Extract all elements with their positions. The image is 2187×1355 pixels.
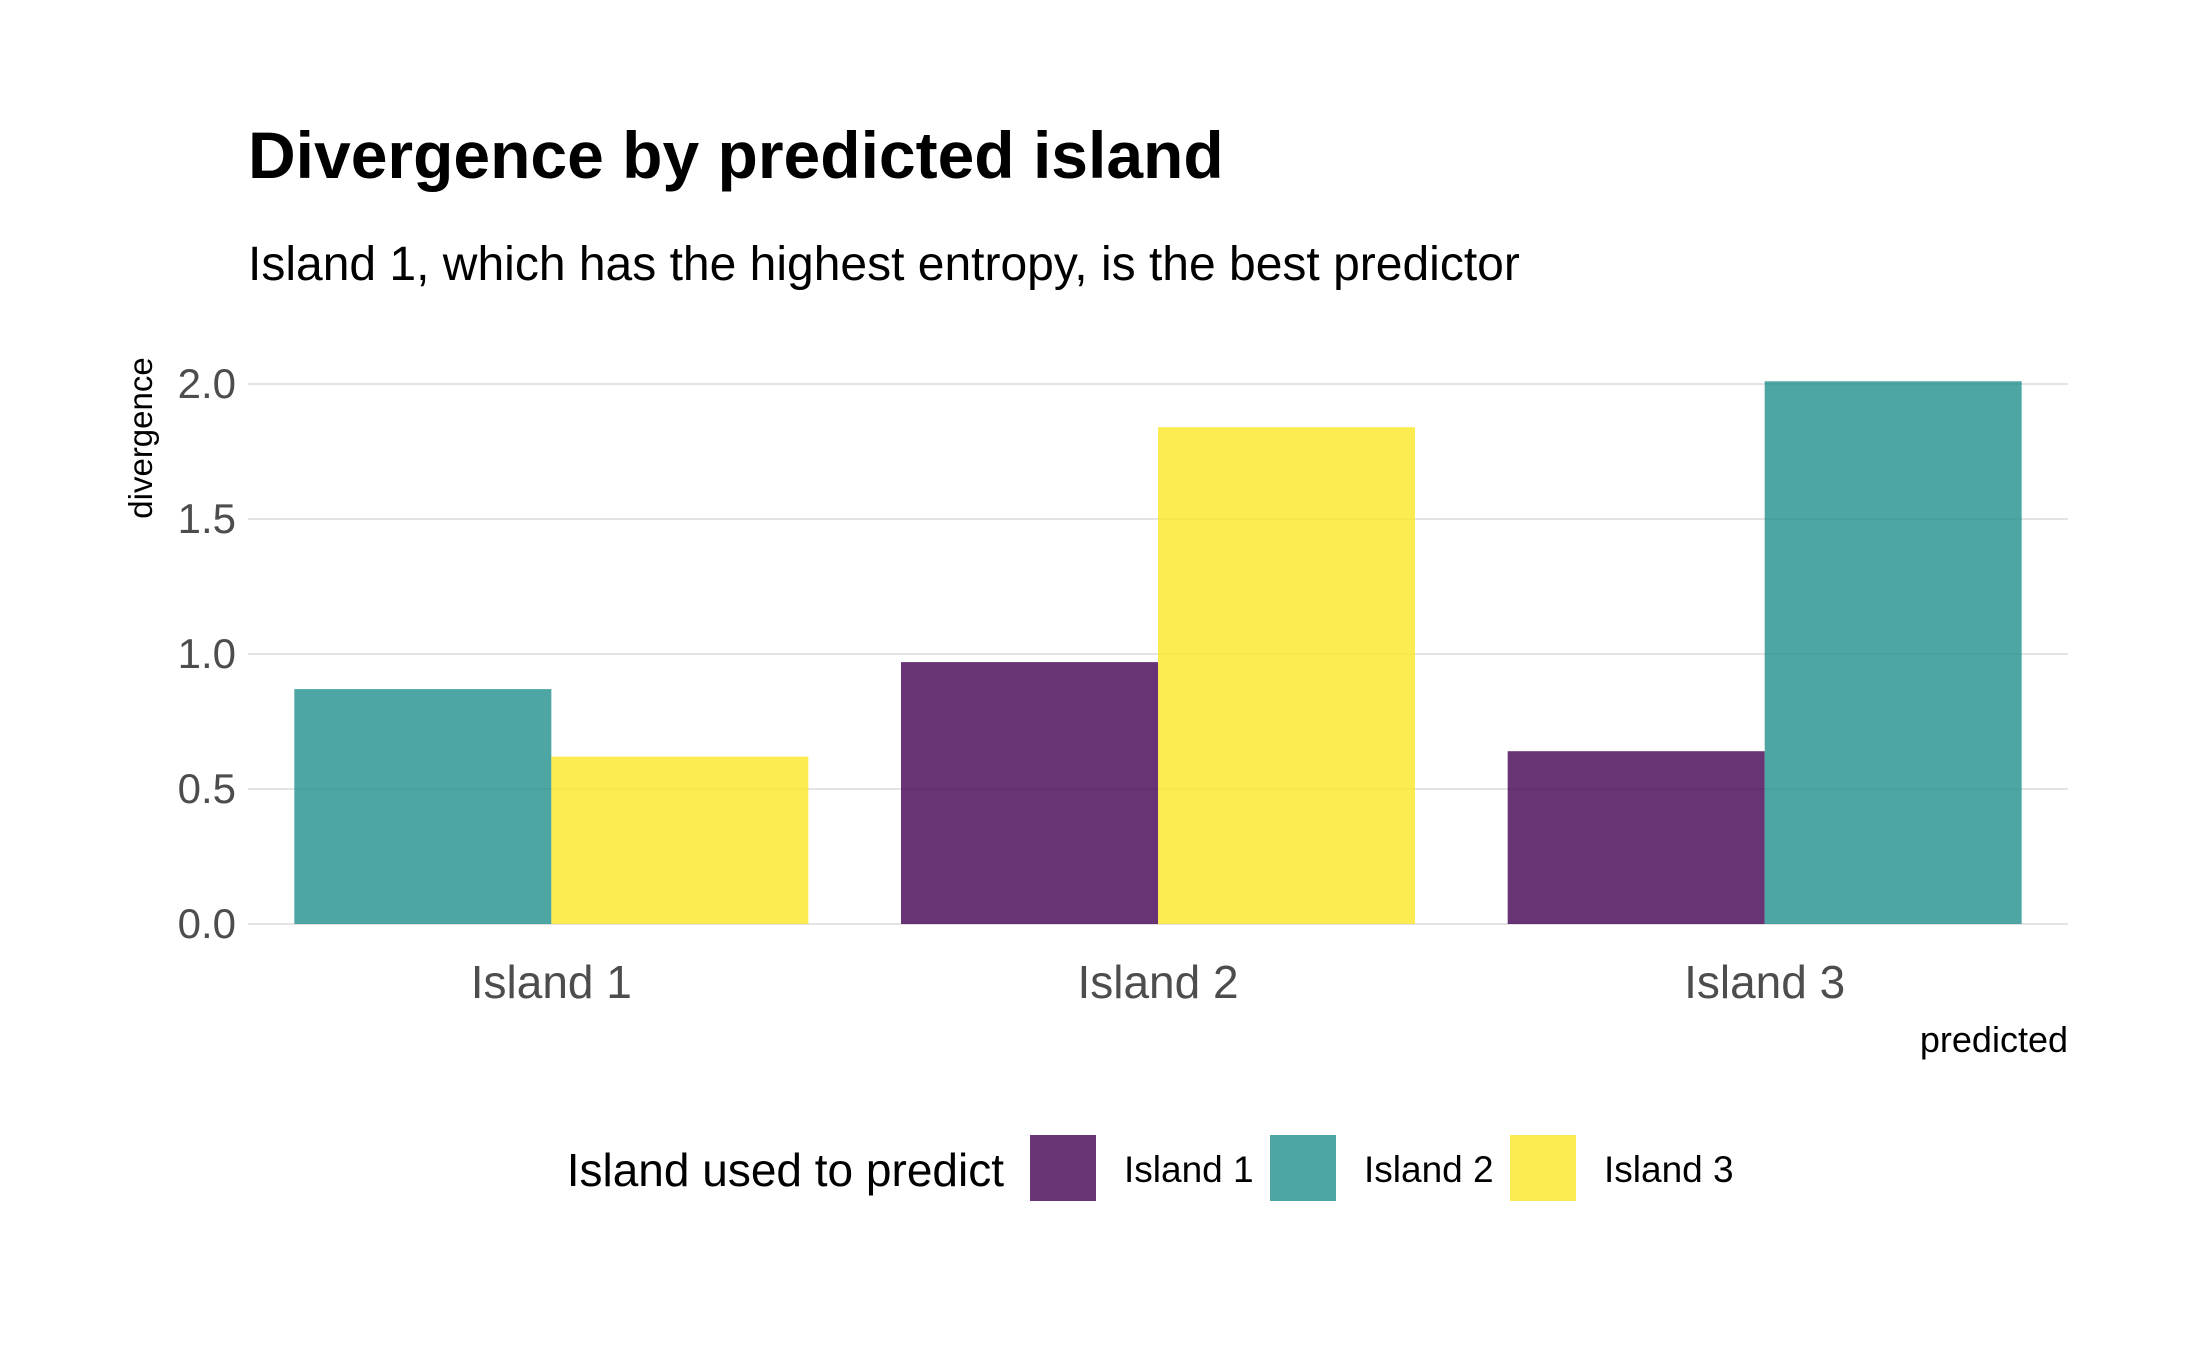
y-axis-ticks: 0.0 0.5 1.0 1.5 2.0 [178, 360, 236, 947]
y-tick-label: 0.5 [178, 765, 236, 812]
bar-island-3-by-island-2 [1764, 381, 2022, 924]
bar-island-2-by-island-3 [1158, 427, 1415, 924]
y-tick-label: 1.0 [178, 630, 236, 677]
legend: Island used to predict Island 1 Island 2 I… [567, 1135, 1734, 1201]
legend-key-island-1 [1030, 1135, 1096, 1201]
y-tick-label: 2.0 [178, 360, 236, 407]
bar-island-2-by-island-1 [901, 662, 1158, 924]
legend-label: Island 2 [1364, 1149, 1494, 1190]
x-axis-ticks: Island 1 Island 2 Island 3 [471, 956, 1845, 1008]
x-axis-label: predicted [1920, 1019, 2068, 1060]
bar-island-3-by-island-1 [1507, 751, 1765, 924]
legend-key-island-3 [1510, 1135, 1576, 1201]
legend-label: Island 1 [1124, 1149, 1254, 1190]
y-tick-label: 1.5 [178, 495, 236, 542]
x-tick-label: Island 1 [471, 956, 632, 1008]
bar-island-1-by-island-2 [294, 689, 552, 924]
x-tick-label: Island 2 [1077, 956, 1238, 1008]
chart-subtitle: Island 1, which has the highest entropy,… [248, 238, 1520, 291]
bars [294, 381, 2022, 924]
legend-title: Island used to predict [567, 1144, 1004, 1196]
x-tick-label: Island 3 [1684, 956, 1845, 1008]
y-tick-label: 0.0 [178, 900, 236, 947]
legend-label: Island 3 [1604, 1149, 1734, 1190]
y-axis-label: divergence [122, 357, 159, 518]
bar-island-1-by-island-3 [551, 756, 809, 924]
legend-key-island-2 [1270, 1135, 1336, 1201]
chart-title: Divergence by predicted island [248, 118, 1224, 192]
